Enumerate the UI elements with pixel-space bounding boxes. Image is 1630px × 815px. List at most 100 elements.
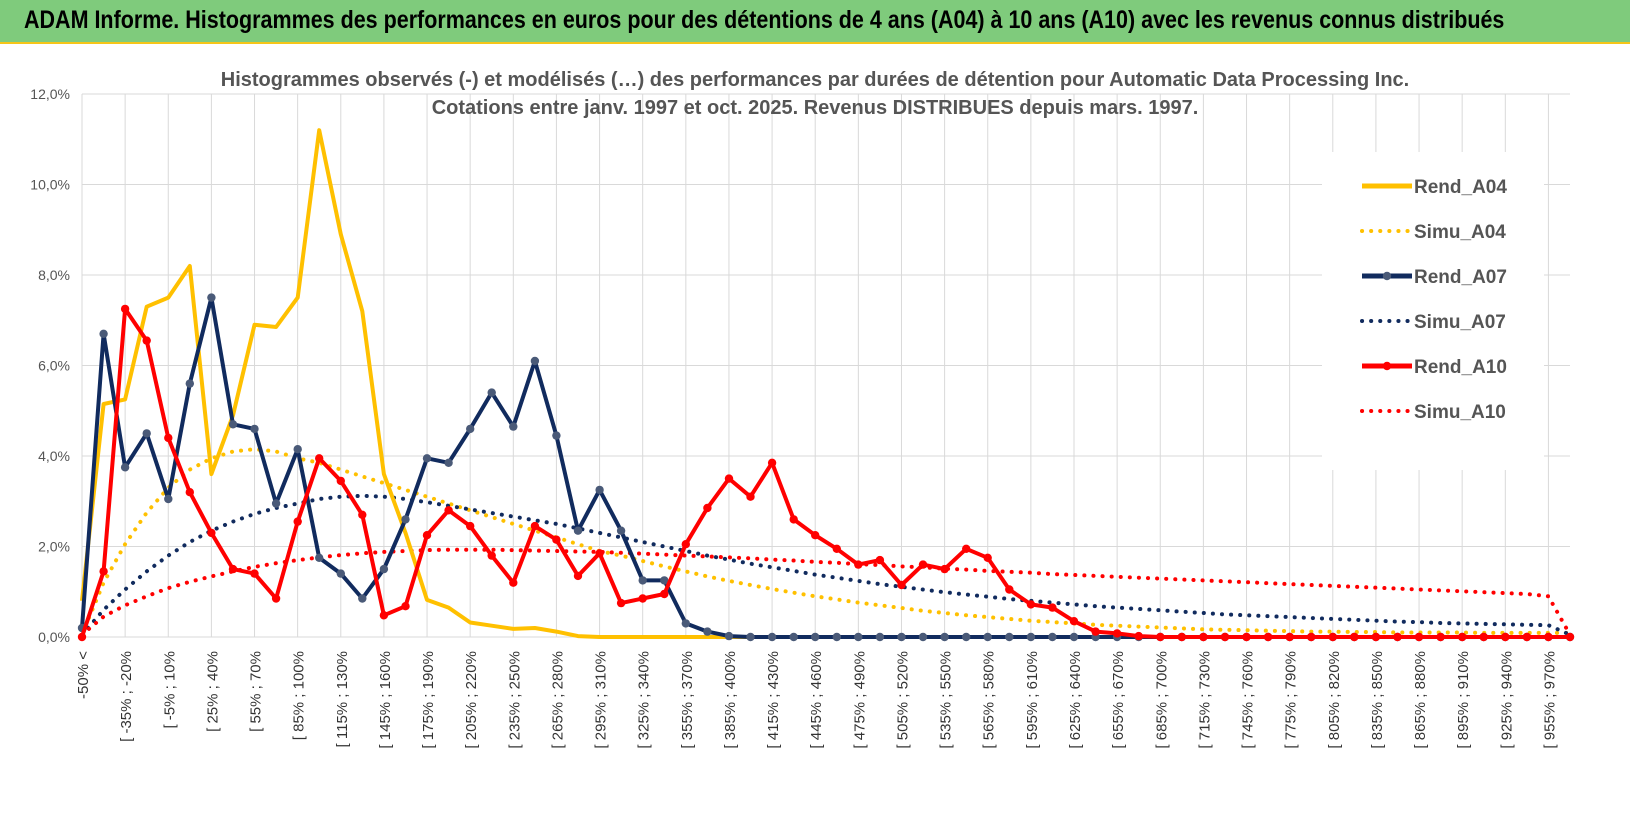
data-point	[832, 632, 841, 642]
legend-label-Rend_A10: Rend_A10	[1414, 357, 1507, 378]
x-tick-label: [ 685% ; 700%	[1153, 651, 1170, 749]
x-tick-label: [ 625% ; 640%	[1067, 651, 1084, 749]
data-point	[746, 632, 755, 642]
data-point	[271, 594, 281, 603]
data-point	[77, 632, 87, 642]
data-point	[1005, 585, 1014, 594]
x-tick-label: [ 835% ; 850%	[1369, 651, 1386, 749]
x-tick-label: [ 775% ; 790%	[1283, 651, 1300, 749]
y-tick-label: 0,0%	[38, 629, 70, 645]
data-point	[832, 544, 841, 553]
data-point	[1371, 632, 1381, 642]
data-point	[1414, 632, 1424, 642]
data-point	[1350, 632, 1359, 642]
x-tick-label: [ 325% ; 340%	[636, 651, 653, 749]
chart-svg: 0,0% 2,0% 4,0% 6,0% 8,0% 10,0% 12,0% -50% < [ -…	[30, 69, 1575, 749]
y-tick-label: 8,0%	[38, 267, 70, 283]
data-point	[358, 510, 367, 519]
data-point	[530, 356, 540, 366]
data-point	[897, 632, 906, 642]
data-point	[660, 576, 669, 585]
x-tick-label: [ -35% ; -20%	[118, 651, 135, 742]
x-tick-label: [ 355% ; 370%	[679, 651, 696, 749]
x-tick-label: [ 925% ; 940%	[1498, 651, 1515, 749]
data-point	[1501, 632, 1510, 642]
data-point	[1069, 632, 1079, 642]
x-tick-label: [ 265% ; 280%	[549, 651, 566, 749]
x-tick-label: [ 415% ; 430%	[765, 651, 782, 749]
series-line-Simu_A07	[80, 493, 1572, 637]
y-tick-label: 2,0%	[38, 539, 70, 555]
x-tick-label: [ 55% ; 70%	[248, 651, 265, 732]
data-point	[1436, 632, 1445, 642]
x-tick-label: [ 745% ; 760%	[1240, 651, 1257, 749]
data-point	[767, 632, 777, 642]
data-point	[1134, 631, 1143, 641]
data-point	[444, 458, 453, 467]
series-line-Simu_A10	[80, 547, 1572, 637]
data-point	[681, 619, 690, 628]
data-point	[358, 594, 367, 603]
data-point	[185, 379, 194, 388]
x-tick-label: [ 655% ; 670%	[1110, 651, 1127, 749]
data-point	[703, 627, 712, 636]
x-tick-label: [ 25% ; 40%	[204, 651, 221, 732]
data-point	[1069, 617, 1079, 626]
series-line-Rend_A10	[80, 306, 1570, 639]
data-point	[1479, 632, 1488, 642]
data-point	[595, 549, 604, 558]
data-point	[401, 602, 410, 611]
data-point	[422, 454, 432, 463]
legend-marker	[1382, 361, 1392, 371]
data-point	[962, 632, 971, 642]
data-point	[854, 560, 863, 569]
data-point	[487, 551, 496, 560]
y-axis-ticks: 0,0% 2,0% 4,0% 6,0% 8,0% 10,0% 12,0%	[30, 86, 70, 645]
legend-background	[1322, 152, 1544, 470]
data-point	[724, 474, 734, 483]
legend-label-Rend_A04: Rend_A04	[1414, 177, 1507, 198]
data-point	[207, 528, 216, 538]
x-tick-label: [ 175% ; 190%	[420, 651, 437, 749]
x-tick-label: [ 895% ; 910%	[1455, 651, 1472, 749]
data-point	[875, 555, 885, 565]
data-point	[638, 594, 647, 603]
data-point	[466, 424, 475, 434]
x-tick-label: [ -5% ; 10%	[161, 651, 178, 729]
data-point	[789, 515, 798, 524]
data-point	[164, 433, 173, 443]
data-point	[595, 485, 604, 495]
legend-label-Simu_A10: Simu_A10	[1414, 402, 1506, 423]
data-point	[120, 304, 130, 314]
x-tick-label: [ 475% ; 490%	[851, 651, 868, 749]
data-point	[1048, 603, 1057, 612]
x-tick-label: [ 235% ; 250%	[506, 651, 523, 749]
y-tick-label: 12,0%	[30, 86, 70, 102]
x-tick-label: [ 565% ; 580%	[981, 651, 998, 749]
series-line-Simu_A04	[80, 447, 1572, 637]
data-point	[552, 535, 561, 544]
data-point	[811, 632, 820, 642]
data-point	[99, 329, 108, 338]
x-tick-label: [ 715% ; 730%	[1196, 651, 1213, 749]
x-tick-label: [ 115% ; 130%	[334, 651, 351, 747]
x-tick-label: [ 535% ; 550%	[938, 651, 955, 749]
x-tick-label: [ 955% ; 970%	[1541, 651, 1558, 749]
y-tick-label: 10,0%	[30, 177, 70, 193]
data-point	[1220, 632, 1230, 642]
data-point	[120, 463, 130, 472]
y-tick-label: 4,0%	[38, 448, 70, 464]
series-Simu_A10	[80, 547, 1572, 637]
x-tick-label: [ 505% ; 520%	[894, 651, 911, 749]
data-point	[552, 431, 561, 440]
chart-title-line2: Cotations entre janv. 1997 et oct. 2025.…	[432, 97, 1199, 119]
data-point	[1285, 632, 1294, 642]
data-point	[401, 515, 410, 524]
data-point	[811, 531, 820, 540]
data-point	[660, 589, 669, 599]
data-point	[1005, 632, 1014, 642]
data-point	[142, 429, 151, 438]
data-point	[1328, 632, 1338, 642]
data-point	[164, 494, 173, 504]
data-point	[185, 488, 194, 497]
